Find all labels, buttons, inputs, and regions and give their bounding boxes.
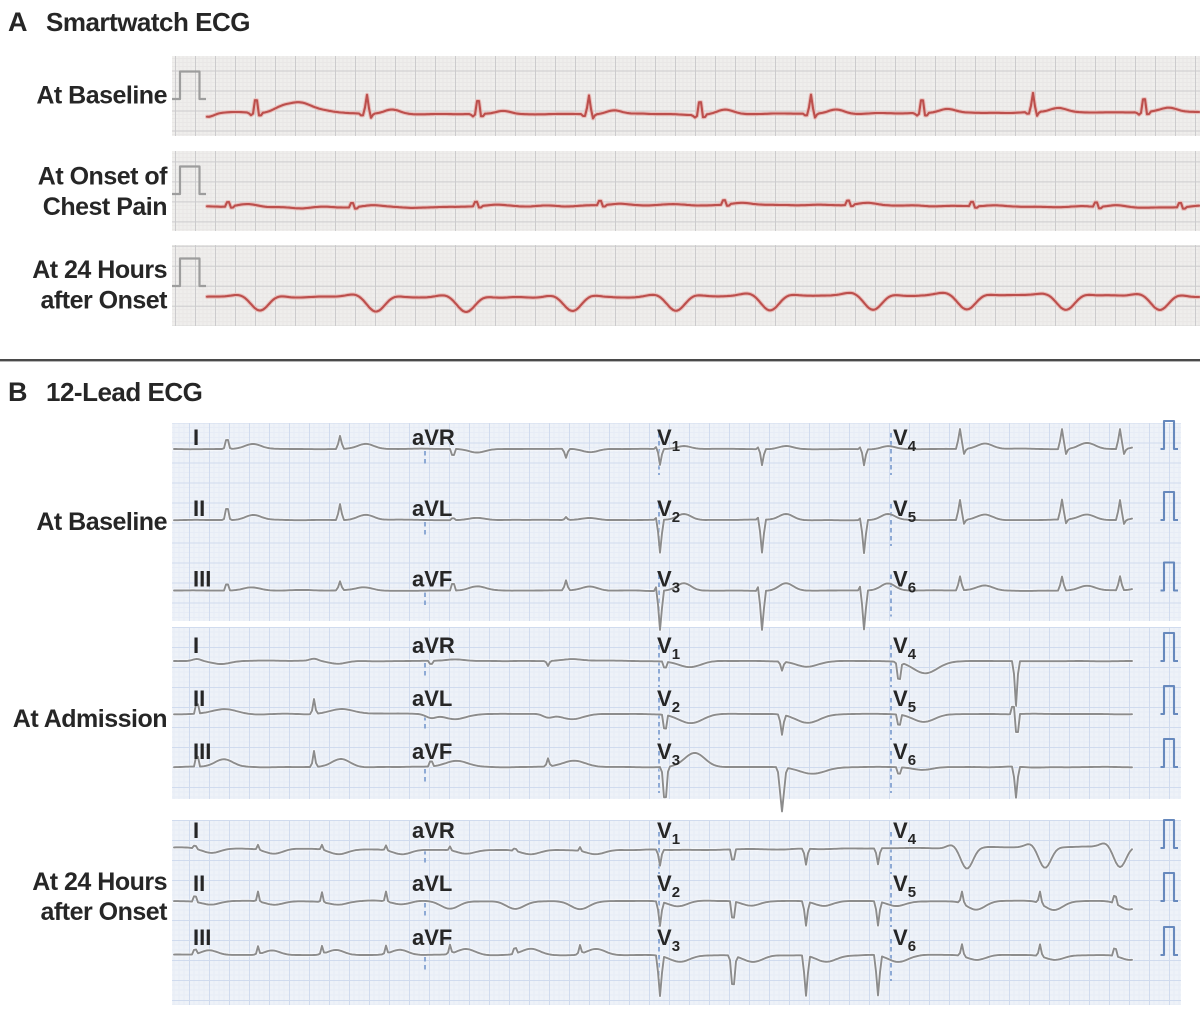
- svg-text:III: III: [193, 739, 211, 764]
- svg-text:II: II: [193, 871, 205, 896]
- svg-text:after Onset: after Onset: [41, 898, 169, 926]
- svg-text:aVR: aVR: [412, 818, 455, 843]
- svg-text:Smartwatch ECG: Smartwatch ECG: [46, 7, 250, 37]
- svg-text:aVR: aVR: [412, 425, 455, 450]
- svg-text:At Baseline: At Baseline: [36, 508, 167, 536]
- svg-text:aVR: aVR: [412, 633, 455, 658]
- svg-text:aVF: aVF: [412, 925, 452, 950]
- svg-text:II: II: [193, 686, 205, 711]
- svg-text:aVF: aVF: [412, 567, 452, 592]
- svg-text:B: B: [8, 377, 27, 407]
- svg-text:aVL: aVL: [412, 686, 452, 711]
- svg-text:At 24 Hours: At 24 Hours: [32, 256, 167, 284]
- svg-text:aVL: aVL: [412, 496, 452, 521]
- svg-text:At 24 Hours: At 24 Hours: [32, 868, 167, 896]
- svg-text:aVF: aVF: [412, 739, 452, 764]
- svg-text:I: I: [193, 425, 199, 450]
- svg-text:Chest Pain: Chest Pain: [43, 193, 167, 221]
- svg-text:III: III: [193, 567, 211, 592]
- svg-text:after Onset: after Onset: [41, 287, 169, 315]
- svg-text:12-Lead ECG: 12-Lead ECG: [46, 377, 202, 407]
- svg-text:At Baseline: At Baseline: [36, 82, 167, 110]
- svg-text:II: II: [193, 496, 205, 521]
- svg-text:I: I: [193, 818, 199, 843]
- svg-text:At Onset of: At Onset of: [38, 163, 168, 191]
- svg-text:I: I: [193, 633, 199, 658]
- svg-text:At Admission: At Admission: [13, 705, 167, 733]
- svg-text:A: A: [8, 7, 27, 37]
- svg-text:aVL: aVL: [412, 871, 452, 896]
- svg-text:III: III: [193, 925, 211, 950]
